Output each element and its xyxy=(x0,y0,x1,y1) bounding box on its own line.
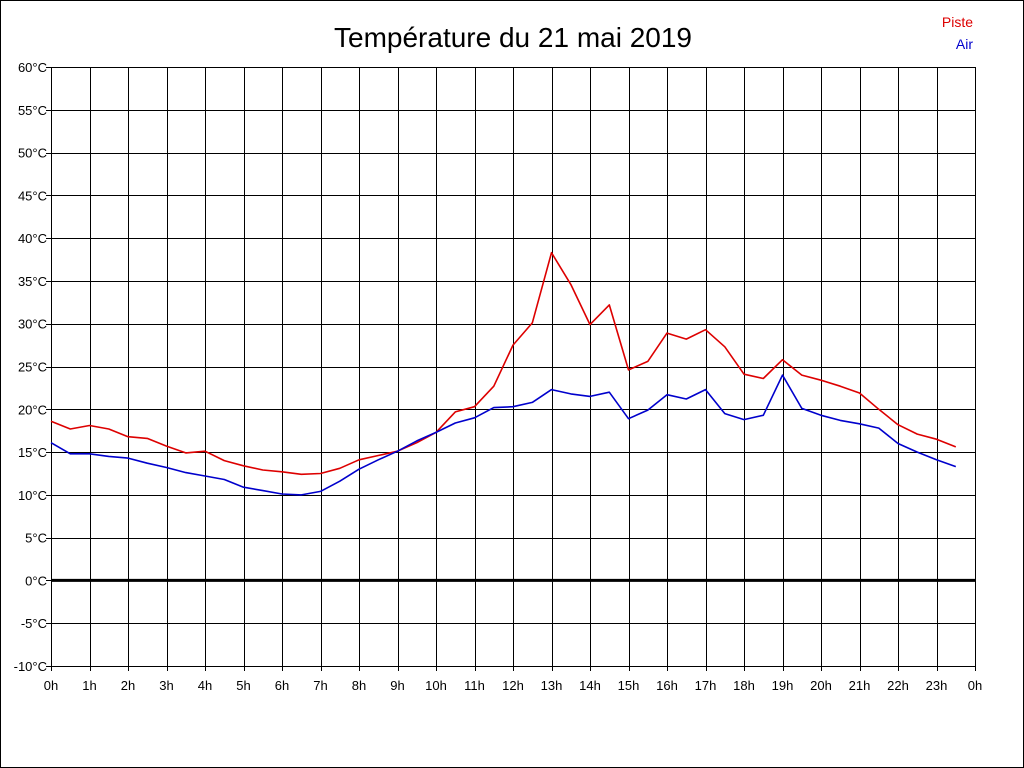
grid xyxy=(51,67,976,667)
x-tick-label: 7h xyxy=(313,678,327,693)
x-tick-label: 0h xyxy=(968,678,982,693)
series-line-air xyxy=(50,374,957,496)
x-tick-label: 11h xyxy=(464,678,485,693)
y-tick-label: 50°C xyxy=(18,146,47,161)
series-lines xyxy=(50,251,957,496)
y-tick-label: 30°C xyxy=(18,317,47,332)
chart-title: Température du 21 mai 2019 xyxy=(334,22,692,53)
y-tick-label: -5°C xyxy=(21,616,47,631)
x-tick-label: 5h xyxy=(236,678,250,693)
x-tick-label: 12h xyxy=(502,678,524,693)
y-tick-label: 25°C xyxy=(18,360,47,375)
x-tick-label: 21h xyxy=(849,678,871,693)
x-tick-label: 6h xyxy=(275,678,289,693)
x-tick-label: 16h xyxy=(656,678,678,693)
y-tick-label: 55°C xyxy=(18,103,47,118)
y-tick-label: 5°C xyxy=(25,531,47,546)
x-tick-label: 8h xyxy=(352,678,366,693)
x-tick-label: 15h xyxy=(618,678,640,693)
x-tick-label: 19h xyxy=(772,678,794,693)
x-tick-label: 20h xyxy=(810,678,832,693)
y-tick-label: 35°C xyxy=(18,274,47,289)
x-tick-label: 22h xyxy=(887,678,909,693)
x-tick-label: 4h xyxy=(198,678,212,693)
y-tick-label: 0°C xyxy=(25,573,47,588)
series-line-piste xyxy=(50,251,957,476)
x-tick-label: 14h xyxy=(579,678,601,693)
y-tick-label: 15°C xyxy=(18,445,47,460)
legend-piste: Piste xyxy=(942,14,973,30)
x-tick-label: 1h xyxy=(82,678,96,693)
y-tick-label: 40°C xyxy=(18,231,47,246)
legend-air: Air xyxy=(956,36,973,52)
y-tick-label: 20°C xyxy=(18,402,47,417)
x-tick-label: 3h xyxy=(159,678,173,693)
x-tick-label: 17h xyxy=(695,678,717,693)
x-tick-label: 2h xyxy=(121,678,135,693)
x-tick-label: 23h xyxy=(926,678,948,693)
x-tick-label: 10h xyxy=(425,678,447,693)
x-tick-label: 18h xyxy=(733,678,755,693)
y-tick-label: 10°C xyxy=(18,488,47,503)
x-tick-label: 13h xyxy=(541,678,563,693)
y-tick-label: 45°C xyxy=(18,188,47,203)
x-tick-label: 0h xyxy=(44,678,58,693)
x-tick-label: 9h xyxy=(390,678,404,693)
y-tick-label: 60°C xyxy=(18,60,47,75)
y-tick-label: -10°C xyxy=(14,659,47,674)
axes: 0h 1h 2h 3h 4h 5h 6h 7h 8h 9h 10h 11h 12h 13h 14h 15h 16… xyxy=(14,60,983,693)
